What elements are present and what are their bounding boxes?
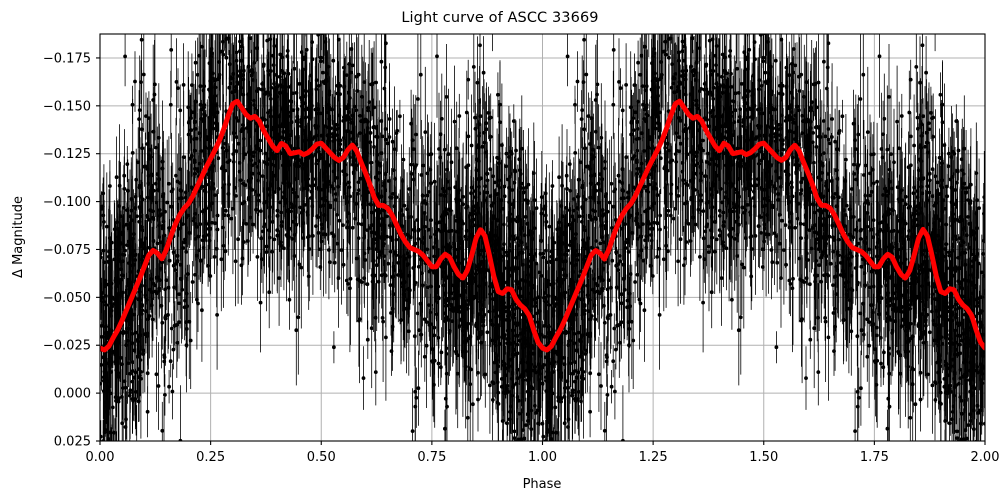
y-tick-label: −0.125 xyxy=(43,147,91,162)
x-tick-label: 0.25 xyxy=(196,450,225,465)
x-tick-label: 1.50 xyxy=(749,450,778,465)
page-title: Light curve of ASCC 33669 xyxy=(0,10,1000,26)
x-tick-label: 2.00 xyxy=(971,450,1000,465)
x-tick-label: 1.75 xyxy=(860,450,889,465)
x-axis-label: Phase xyxy=(523,477,562,492)
y-tick-label: −0.100 xyxy=(43,195,91,210)
scatter-points-layer xyxy=(100,34,985,441)
x-tick-label: 0.00 xyxy=(86,450,115,465)
y-tick-label: −0.150 xyxy=(43,99,91,114)
x-tick-label: 1.00 xyxy=(528,450,557,465)
y-tick-label: −0.075 xyxy=(43,243,91,258)
y-tick-label: 0.025 xyxy=(54,435,91,450)
x-tick-label: 0.75 xyxy=(417,450,446,465)
y-tick-label: −0.025 xyxy=(43,339,91,354)
y-axis-ticks: −0.175 −0.150 −0.125 −0.100 −0.075 −0.050 −0.0… xyxy=(43,51,100,450)
y-tick-label: −0.050 xyxy=(43,291,91,306)
x-tick-label: 1.25 xyxy=(639,450,668,465)
x-tick-label: 0.50 xyxy=(307,450,336,465)
smoothed-mean-curve xyxy=(100,98,985,353)
x-axis-ticks: 0.00 0.25 0.50 0.75 1.00 1.25 1.50 1.75 2.00 xyxy=(86,441,1000,465)
y-axis-label: Δ Magnitude xyxy=(11,196,26,278)
y-tick-label: 0.000 xyxy=(54,387,91,402)
y-tick-label: −0.175 xyxy=(43,51,91,66)
